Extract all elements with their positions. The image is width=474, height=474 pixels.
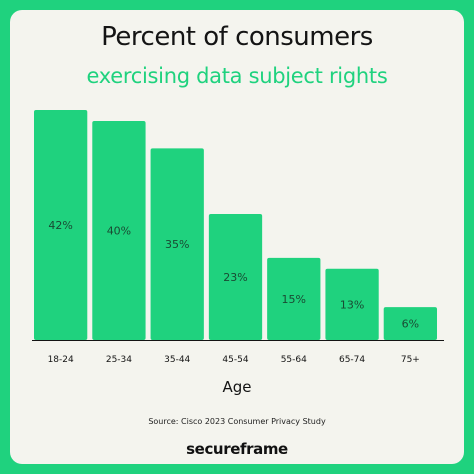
value-label-18-24: 42% [48, 219, 72, 232]
value-label-65-74: 13% [340, 298, 364, 311]
x-axis-title: Age [222, 378, 252, 396]
chart-subtitle: exercising data subject rights [86, 64, 388, 88]
value-label-75+: 6% [402, 318, 419, 331]
x-tick-75+: 75+ [401, 355, 420, 365]
x-tick-25-34: 25-34 [106, 355, 132, 365]
source-note: Source: Cisco 2023 Consumer Privacy Stud… [148, 417, 326, 426]
chart-title: Percent of consumers [101, 22, 373, 52]
value-label-25-34: 40% [107, 224, 131, 237]
bar-18-24 [34, 110, 88, 340]
brand-logo: secureframe [186, 440, 288, 458]
value-label-55-64: 15% [282, 293, 306, 306]
bar-75+ [383, 307, 437, 340]
bar-45-54 [208, 214, 263, 340]
bar-25-34 [92, 120, 146, 340]
x-tick-65-74: 65-74 [339, 355, 365, 365]
bar-55-64 [267, 257, 321, 340]
value-label-35-44: 35% [165, 238, 189, 251]
bar-35-44 [150, 148, 204, 340]
value-label-45-54: 23% [223, 271, 247, 284]
x-tick-55-64: 55-64 [281, 355, 307, 365]
x-tick-45-54: 45-54 [222, 355, 248, 365]
bar-65-74 [325, 268, 379, 340]
x-tick-35-44: 35-44 [164, 355, 190, 365]
x-tick-18-24: 18-24 [48, 355, 74, 365]
